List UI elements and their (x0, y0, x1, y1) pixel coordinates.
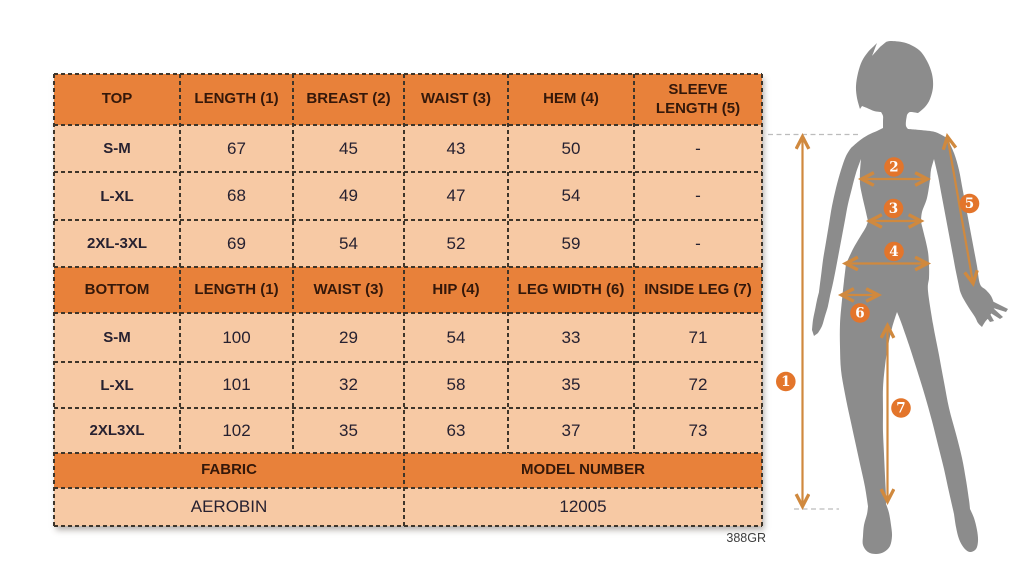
measurement-value: - (634, 172, 762, 220)
measurement-value: 67 (180, 125, 293, 172)
measurement-value: 49 (293, 172, 404, 220)
measure-badge-2: 2 (884, 157, 904, 177)
fabric-header: FABRIC (54, 453, 404, 488)
female-body-silhouette (812, 40, 1008, 554)
measurement-value: 45 (293, 125, 404, 172)
size-label: L-XL (54, 362, 180, 408)
fabric-value: AEROBIN (54, 488, 404, 526)
measurement-value: 29 (293, 313, 404, 362)
measurement-value: 68 (180, 172, 293, 220)
measurement-value: 54 (293, 220, 404, 267)
table-grid-lines (53, 73, 763, 527)
measurement-value: 37 (508, 408, 634, 453)
badge-1-circle (776, 371, 796, 392)
table-row: S-M 67 45 43 50 - (54, 125, 762, 172)
badge-6-circle (850, 303, 870, 323)
measurement-value: 32 (293, 362, 404, 408)
column-header: SLEEVE LENGTH (5) (634, 74, 762, 125)
badge-4-label: 4 (889, 244, 898, 260)
measurement-value: 47 (404, 172, 508, 220)
badge-1-label: 1 (781, 374, 790, 390)
measurement-value: 54 (508, 172, 634, 220)
measurement-value: 52 (404, 220, 508, 267)
measure-badge-4: 4 (884, 241, 904, 262)
column-header: INSIDE LEG (7) (634, 267, 762, 313)
measurement-value: 100 (180, 313, 293, 362)
measurement-value: 71 (634, 313, 762, 362)
size-label: S-M (54, 125, 180, 172)
measurement-value: - (634, 125, 762, 172)
badge-4-circle (884, 241, 904, 262)
measurement-value: 73 (634, 408, 762, 453)
measure-badge-5: 5 (959, 193, 980, 214)
column-header: LENGTH (1) (180, 267, 293, 313)
model-number-value: 12005 (404, 488, 762, 526)
table-row: 2XL3XL 102 35 63 37 73 (54, 408, 762, 453)
measurement-value: 63 (404, 408, 508, 453)
badge-2-circle (884, 157, 904, 177)
badge-5-label: 5 (965, 196, 974, 212)
measurement-value: 59 (508, 220, 634, 267)
badge-7-circle (891, 398, 911, 418)
size-label: 2XL-3XL (54, 220, 180, 267)
measurement-value: 102 (180, 408, 293, 453)
badge-5-circle (959, 193, 980, 214)
arrow-5-sleeve-length (948, 137, 974, 283)
size-label: L-XL (54, 172, 180, 220)
table-row: L-XL 101 32 58 35 72 (54, 362, 762, 408)
measurement-value: 58 (404, 362, 508, 408)
measurement-value: 69 (180, 220, 293, 267)
measurement-value: 54 (404, 313, 508, 362)
measure-badge-7: 7 (891, 398, 911, 418)
badge-2-label: 2 (889, 160, 898, 176)
column-header: TOP (54, 74, 180, 125)
badge-3-circle (883, 198, 904, 219)
footer-value-row: AEROBIN 12005 (54, 488, 762, 526)
size-chart-table: TOP LENGTH (1) BREAST (2) WAIST (3) HEM … (54, 74, 762, 526)
badge-6-label: 6 (855, 306, 864, 322)
model-number-header: MODEL NUMBER (404, 453, 762, 488)
column-header: BOTTOM (54, 267, 180, 313)
top-header-row: TOP LENGTH (1) BREAST (2) WAIST (3) HEM … (54, 74, 762, 125)
badge-7-label: 7 (896, 401, 905, 417)
column-header: LEG WIDTH (6) (508, 267, 634, 313)
footer-header-row: FABRIC MODEL NUMBER (54, 453, 762, 488)
measurement-value: 35 (508, 362, 634, 408)
column-header: HIP (4) (404, 267, 508, 313)
measurement-value: 72 (634, 362, 762, 408)
table-row: L-XL 68 49 47 54 - (54, 172, 762, 220)
style-code: 388GR (726, 531, 766, 545)
measure-badge-3: 3 (883, 198, 904, 219)
measurement-value: 50 (508, 125, 634, 172)
measure-badge-6: 6 (850, 303, 870, 323)
column-header: WAIST (3) (293, 267, 404, 313)
size-label: 2XL3XL (54, 408, 180, 453)
table-row: S-M 100 29 54 33 71 (54, 313, 762, 362)
measurement-value: 101 (180, 362, 293, 408)
measurement-value: 35 (293, 408, 404, 453)
column-header: BREAST (2) (293, 74, 404, 125)
column-header: WAIST (3) (404, 74, 508, 125)
measurement-value: 33 (508, 313, 634, 362)
measure-badge-1: 1 (776, 371, 796, 392)
size-label: S-M (54, 313, 180, 362)
column-header: LENGTH (1) (180, 74, 293, 125)
table-row: 2XL-3XL 69 54 52 59 - (54, 220, 762, 267)
measurement-value: 43 (404, 125, 508, 172)
column-header: HEM (4) (508, 74, 634, 125)
measurement-value: - (634, 220, 762, 267)
badge-3-label: 3 (889, 201, 898, 217)
bottom-header-row: BOTTOM LENGTH (1) WAIST (3) HIP (4) LEG … (54, 267, 762, 313)
